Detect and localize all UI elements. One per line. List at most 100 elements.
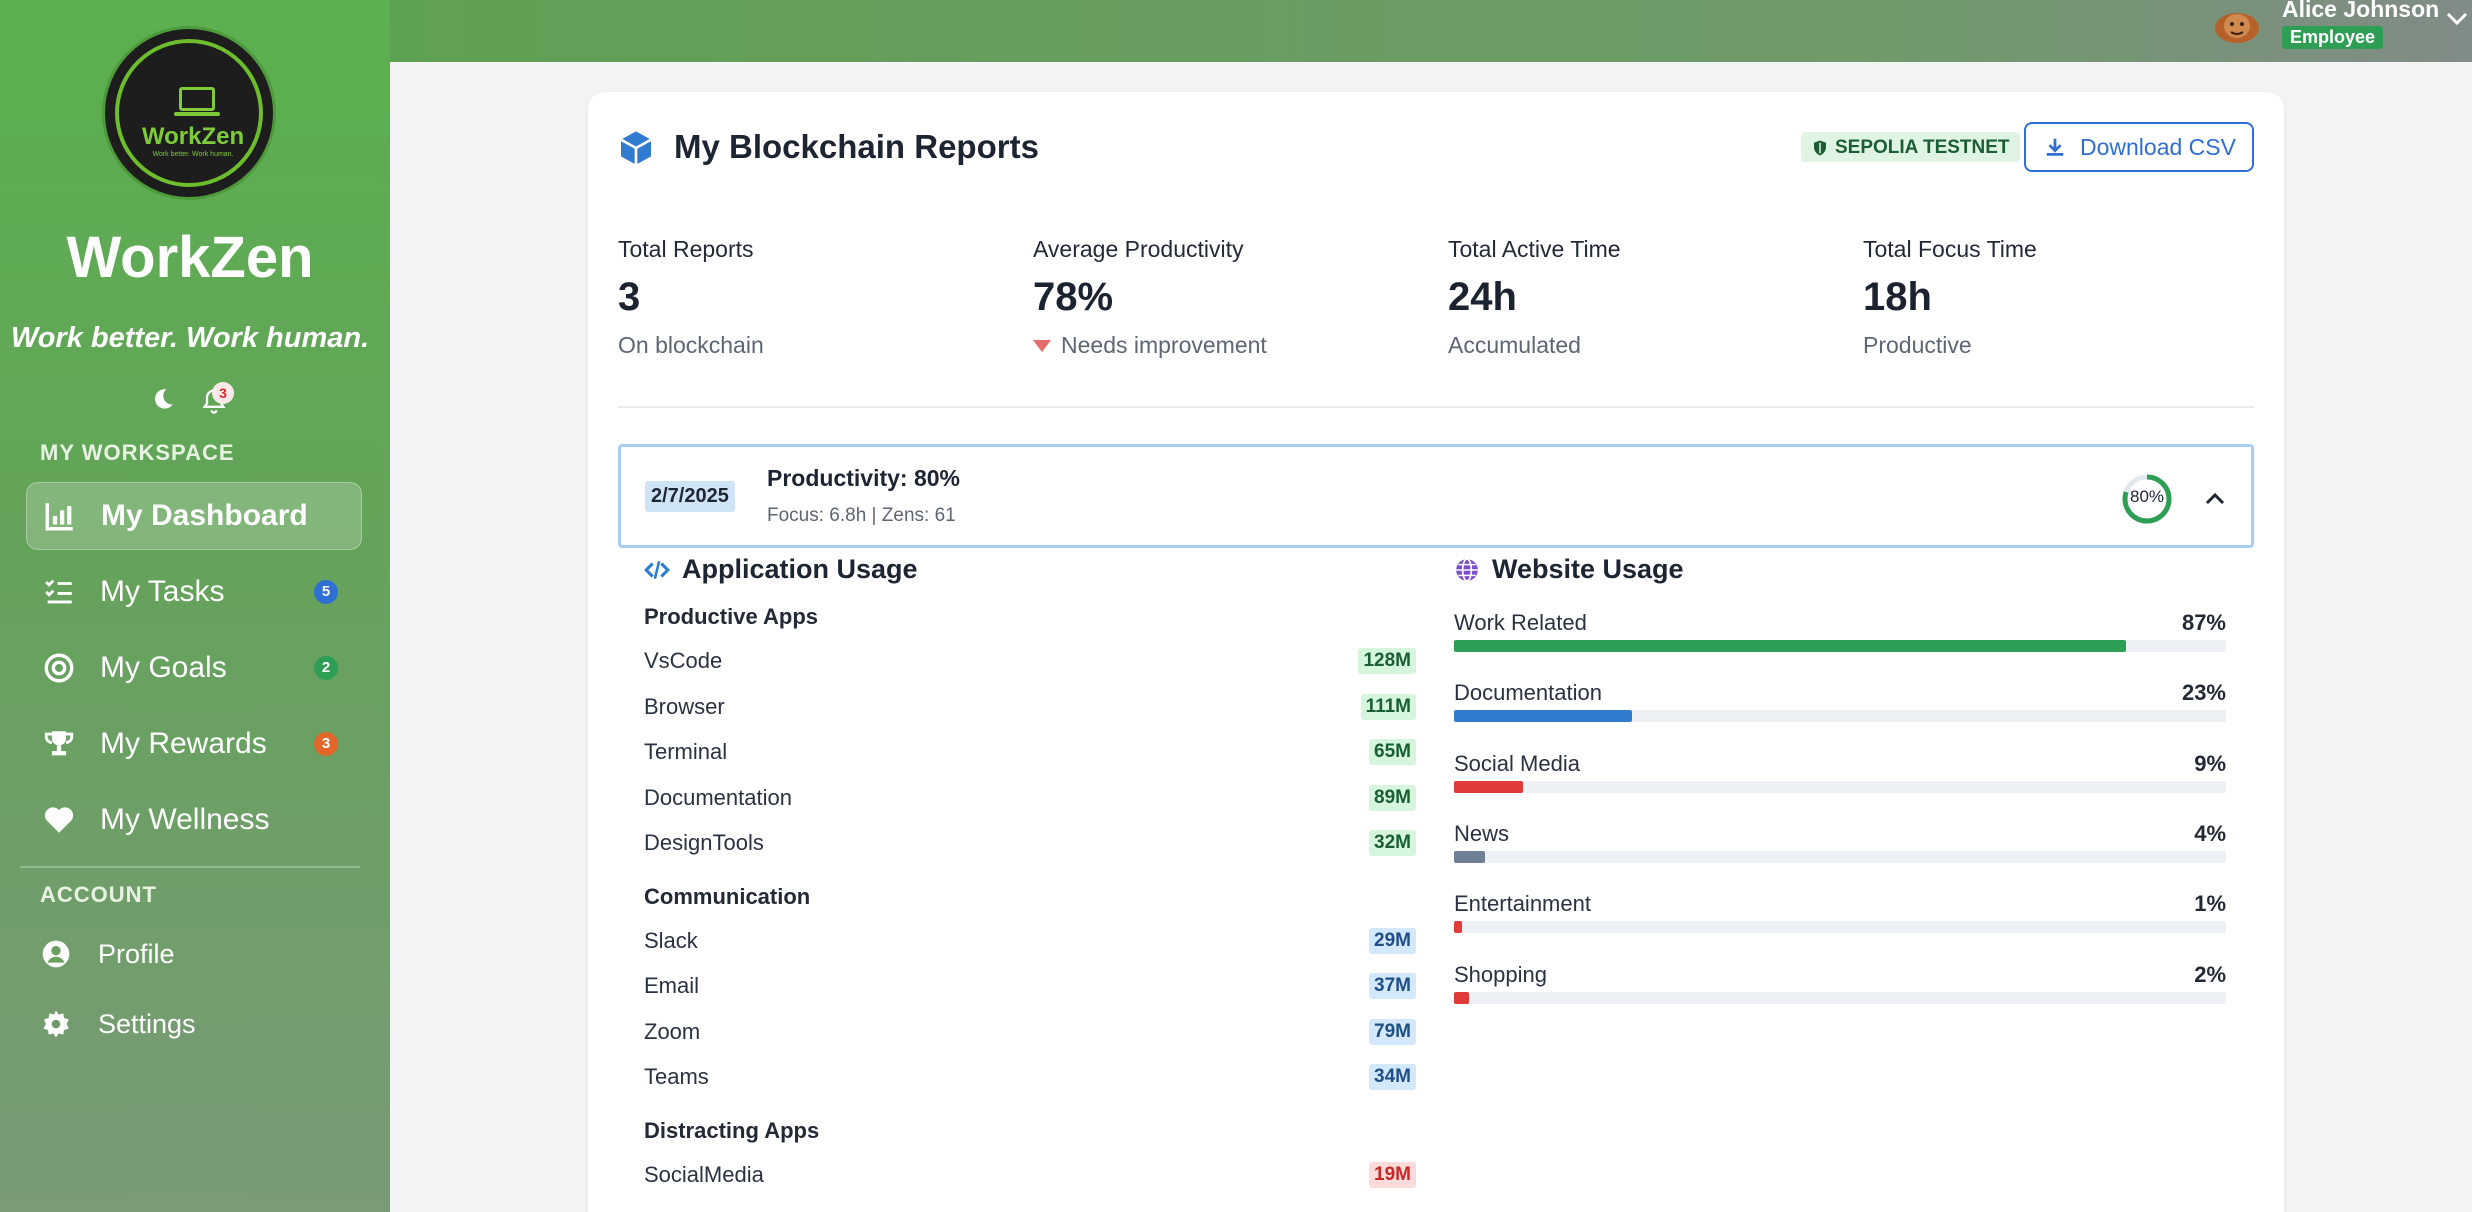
brand-name: WorkZen	[66, 225, 314, 290]
stat-total-focus-time: Total Focus Time 18h Productive	[1863, 236, 2243, 359]
website-usage-track	[1454, 710, 2226, 723]
website-usage-bar	[1454, 710, 1632, 723]
section-label-workspace: MY WORKSPACE	[40, 440, 235, 465]
stat-value: 18h	[1863, 275, 1932, 319]
app-name: Terminal	[644, 739, 728, 764]
website-usage-heading: Website Usage	[1454, 554, 1684, 585]
globe-icon	[1456, 557, 1478, 582]
chevron-down-icon[interactable]	[2446, 12, 2468, 26]
app-name: DesignTools	[644, 830, 764, 855]
website-usage-row: News 4%	[1454, 821, 2226, 881]
sidebar-divider	[20, 866, 360, 868]
app-usage-value-badge: 34M	[1369, 1064, 1416, 1090]
website-usage-row: Social Media 9%	[1454, 751, 2226, 811]
user-name[interactable]: Alice Johnson	[2282, 0, 2440, 22]
stat-total-reports: Total Reports 3 On blockchain	[618, 236, 998, 359]
user-icon	[42, 940, 70, 968]
app-group-label: Communication	[644, 883, 811, 909]
app-usage-value-badge: 111M	[1360, 693, 1416, 720]
application-usage-title: Application Usage	[682, 554, 918, 584]
website-category-name: Work Related	[1454, 610, 1587, 635]
trend-down-icon	[1033, 339, 1051, 352]
app-usage-value-badge: 32M	[1369, 830, 1416, 856]
reports-card: My Blockchain Reports SEPOLIA TESTNET Do…	[588, 92, 2284, 1212]
goals-count-badge: 2	[314, 656, 338, 680]
target-icon	[44, 653, 74, 683]
stat-value: 24h	[1448, 275, 1517, 319]
laptop-icon	[174, 87, 220, 116]
nav-item-profile[interactable]: Profile	[40, 938, 175, 970]
website-usage-track	[1454, 780, 2226, 793]
app-group-label: Distracting Apps	[644, 1117, 820, 1143]
website-category-name: Documentation	[1454, 680, 1602, 706]
nav-item-tasks[interactable]: My Tasks 5	[26, 558, 362, 626]
page-title: My Blockchain Reports	[674, 128, 1039, 165]
app-usage-row: VsCode 128M	[644, 648, 1416, 680]
website-usage-percent: 23%	[2181, 680, 2226, 706]
website-usage-percent: 4%	[2194, 820, 2226, 846]
website-usage-bar	[1454, 991, 1470, 1004]
nav-label: My Rewards	[100, 727, 267, 760]
app-name: Email	[644, 973, 700, 998]
stat-value: 3	[618, 275, 641, 319]
network-label: SEPOLIA TESTNET	[1835, 137, 2010, 158]
user-avatar[interactable]	[2212, 4, 2262, 44]
productivity-ring	[2122, 474, 2172, 524]
website-usage-percent: 9%	[2194, 750, 2226, 776]
tasks-icon	[45, 579, 72, 604]
stat-label: Total Reports	[618, 236, 754, 262]
website-usage-track	[1454, 921, 2226, 934]
stat-sub: Needs improvement	[1061, 332, 1267, 358]
stat-sub: Productive	[1863, 332, 1972, 358]
website-usage-bar	[1454, 640, 2126, 652]
report-accordion-header[interactable]: 2/7/2025 Productivity: 80% Focus: 6.8h |…	[618, 444, 2254, 548]
user-role-badge: Employee	[2282, 26, 2384, 49]
stat-total-active-time: Total Active Time 24h Accumulated	[1448, 236, 1828, 359]
app-usage-row: Zoom 79M	[644, 1018, 1416, 1051]
download-icon	[2046, 138, 2064, 156]
website-usage-track	[1454, 850, 2226, 863]
app-name: VsCode	[644, 648, 723, 673]
logo-tagline: Work better. Work human.	[152, 151, 234, 158]
website-category-name: Social Media	[1454, 750, 1580, 776]
app-usage-value-badge: 89M	[1369, 784, 1416, 811]
download-csv-button[interactable]: Download CSV	[2024, 122, 2254, 172]
nav-item-wellness[interactable]: My Wellness	[26, 786, 362, 854]
app-usage-value-badge: 37M	[1369, 973, 1416, 999]
tasks-count-badge: 5	[314, 580, 338, 604]
stat-sub: On blockchain	[618, 332, 764, 358]
website-usage-row: Shopping 2%	[1454, 962, 2226, 1022]
stat-label: Total Focus Time	[1863, 236, 2037, 262]
nav-item-rewards[interactable]: My Rewards 3	[26, 710, 362, 778]
nav-label: My Goals	[100, 651, 227, 684]
moon-icon[interactable]	[150, 386, 176, 412]
download-label: Download CSV	[2080, 133, 2236, 160]
app-group-label: Productive Apps	[644, 604, 818, 629]
app-name: SocialMedia	[644, 1161, 764, 1187]
productivity-ring-label: 80%	[2129, 487, 2165, 506]
website-usage-track	[1454, 640, 2226, 652]
nav-item-goals[interactable]: My Goals 2	[26, 634, 362, 702]
report-date-badge: 2/7/2025	[645, 481, 735, 512]
app-name: Zoom	[644, 1018, 701, 1044]
section-label-account: ACCOUNT	[40, 882, 157, 907]
website-category-name: Entertainment	[1454, 891, 1591, 917]
chevron-up-icon[interactable]	[2205, 491, 2225, 505]
trophy-icon	[44, 731, 74, 756]
nav-item-dashboard[interactable]: My Dashboard	[26, 482, 362, 550]
top-bar	[390, 0, 2472, 62]
report-subtitle: Focus: 6.8h | Zens: 61	[767, 505, 956, 526]
app-usage-row: DesignTools 32M	[644, 830, 1416, 862]
website-usage-bar	[1454, 850, 1485, 863]
logo-text: WorkZen	[141, 123, 245, 150]
website-usage-row: Documentation 23%	[1454, 680, 2226, 740]
website-usage-percent: 2%	[2194, 961, 2226, 987]
nav-item-settings[interactable]: Settings	[40, 1008, 196, 1040]
workzen-logo[interactable]: WorkZen Work better. Work human.	[102, 26, 276, 200]
website-usage-track	[1454, 991, 2226, 1004]
app-usage-row: Teams 34M	[644, 1064, 1416, 1096]
website-usage-row: Work Related 87%	[1454, 610, 2226, 670]
website-usage-row: Entertainment 1%	[1454, 891, 2226, 951]
notification-badge: 3	[212, 382, 234, 404]
code-icon	[644, 560, 670, 579]
